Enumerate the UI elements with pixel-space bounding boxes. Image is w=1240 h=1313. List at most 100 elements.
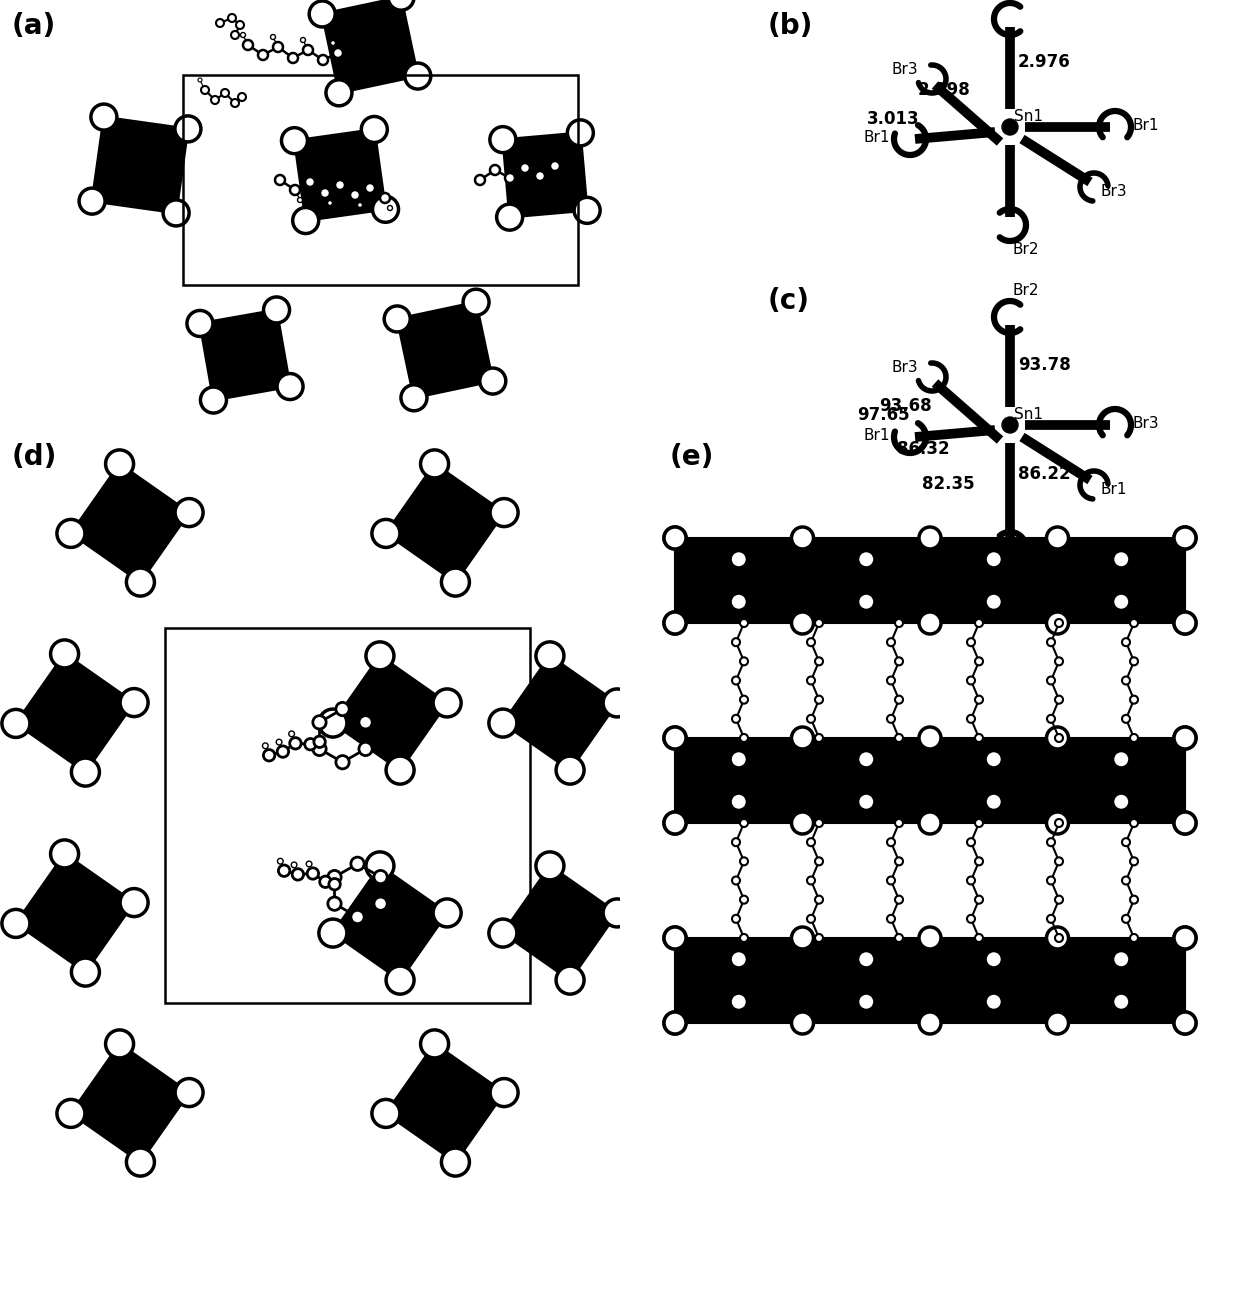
Circle shape (275, 175, 285, 185)
Circle shape (293, 869, 304, 880)
Circle shape (1122, 838, 1130, 846)
Polygon shape (200, 310, 290, 400)
Circle shape (366, 852, 394, 880)
Circle shape (329, 878, 340, 890)
Circle shape (441, 1148, 470, 1176)
Text: (c): (c) (768, 288, 810, 315)
Circle shape (312, 742, 326, 755)
Circle shape (358, 742, 372, 755)
Circle shape (975, 618, 983, 628)
Circle shape (1055, 658, 1063, 666)
Circle shape (895, 734, 903, 742)
Circle shape (326, 80, 352, 106)
Text: (a): (a) (12, 12, 56, 39)
Circle shape (201, 85, 210, 95)
Circle shape (536, 852, 564, 880)
Text: Br1: Br1 (863, 428, 890, 442)
Circle shape (663, 927, 686, 949)
Polygon shape (92, 117, 188, 213)
Circle shape (490, 1078, 518, 1107)
Text: Sn1: Sn1 (1014, 109, 1043, 123)
Circle shape (2, 910, 30, 937)
Circle shape (351, 910, 365, 923)
Circle shape (1174, 927, 1197, 949)
Text: (d): (d) (12, 442, 57, 471)
Text: Br2: Br2 (1013, 242, 1039, 257)
Circle shape (740, 618, 748, 628)
Text: Br1: Br1 (1100, 482, 1126, 496)
Circle shape (1047, 877, 1055, 885)
Polygon shape (294, 130, 386, 221)
Circle shape (791, 1012, 813, 1035)
Polygon shape (16, 853, 134, 972)
Circle shape (372, 1099, 401, 1128)
Text: (b): (b) (768, 12, 813, 39)
Circle shape (815, 618, 823, 628)
Circle shape (663, 527, 686, 549)
Circle shape (388, 0, 414, 11)
Circle shape (536, 642, 564, 670)
Circle shape (327, 897, 341, 910)
Circle shape (490, 126, 516, 152)
Circle shape (175, 1078, 203, 1107)
Circle shape (489, 709, 517, 737)
Circle shape (51, 639, 78, 668)
Circle shape (334, 49, 343, 58)
Circle shape (91, 104, 117, 130)
Circle shape (291, 863, 296, 868)
Circle shape (663, 1012, 686, 1035)
Circle shape (290, 738, 301, 748)
Circle shape (815, 696, 823, 704)
Circle shape (281, 127, 308, 154)
Circle shape (1174, 727, 1197, 748)
Circle shape (1002, 119, 1018, 135)
Text: Br3: Br3 (892, 62, 918, 76)
Circle shape (216, 18, 224, 28)
Circle shape (1174, 1012, 1197, 1035)
Polygon shape (675, 937, 1185, 1023)
Circle shape (327, 871, 341, 884)
Circle shape (815, 734, 823, 742)
Circle shape (1130, 819, 1138, 827)
Circle shape (387, 206, 393, 210)
Circle shape (975, 934, 983, 941)
Circle shape (278, 746, 289, 758)
Circle shape (289, 731, 294, 737)
Text: 3.013: 3.013 (867, 110, 920, 127)
Polygon shape (503, 133, 587, 217)
Circle shape (164, 200, 190, 226)
Circle shape (791, 727, 813, 748)
Circle shape (72, 758, 99, 786)
Circle shape (372, 197, 398, 222)
Circle shape (740, 934, 748, 941)
Circle shape (1114, 551, 1130, 567)
Circle shape (306, 861, 312, 867)
Circle shape (967, 714, 975, 723)
Circle shape (1047, 811, 1069, 834)
Circle shape (303, 45, 312, 55)
Circle shape (663, 811, 686, 834)
Circle shape (312, 716, 326, 729)
Circle shape (858, 994, 874, 1010)
Circle shape (1055, 857, 1063, 865)
Circle shape (231, 98, 239, 106)
Circle shape (314, 737, 325, 747)
Circle shape (895, 934, 903, 941)
Circle shape (967, 676, 975, 684)
Circle shape (895, 857, 903, 865)
Circle shape (1055, 819, 1063, 827)
Circle shape (497, 204, 522, 230)
Circle shape (277, 739, 281, 744)
Circle shape (1174, 527, 1197, 549)
Circle shape (475, 175, 485, 185)
Circle shape (815, 857, 823, 865)
Circle shape (1174, 612, 1197, 634)
Circle shape (2, 709, 30, 738)
Circle shape (858, 551, 874, 567)
Circle shape (298, 197, 303, 202)
Circle shape (278, 859, 283, 864)
Circle shape (126, 569, 155, 596)
Circle shape (1174, 1012, 1197, 1035)
Circle shape (919, 527, 941, 549)
Circle shape (379, 193, 391, 204)
